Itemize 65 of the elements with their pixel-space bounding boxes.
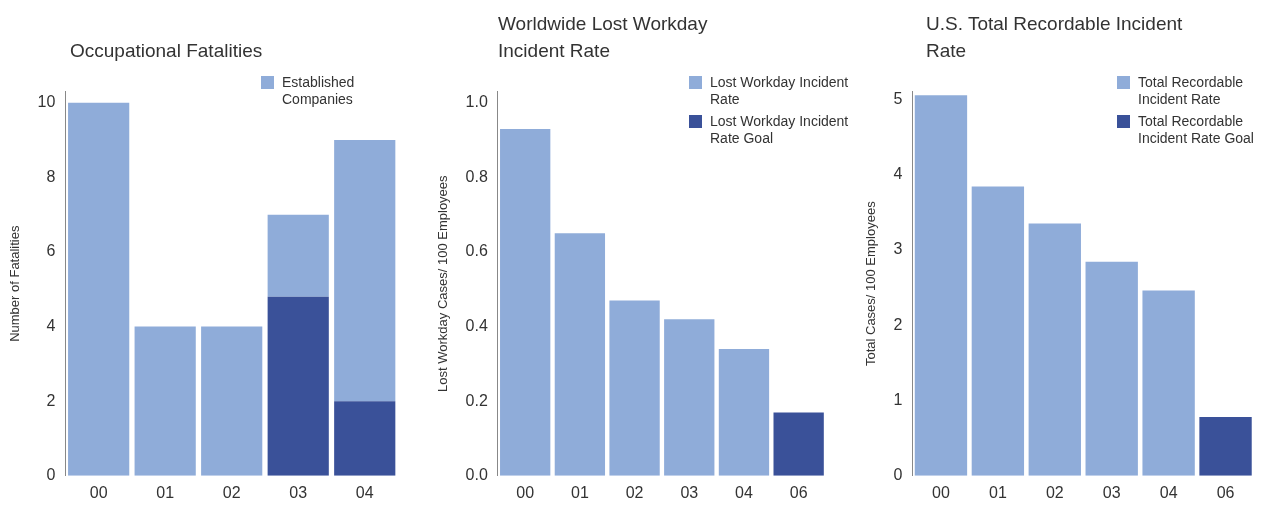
y-tick-label: 4 <box>46 317 56 334</box>
y-tick-label: 0 <box>46 466 56 484</box>
x-tick-label: 01 <box>156 483 175 501</box>
x-tick-label: 04 <box>735 483 753 501</box>
bar <box>718 348 770 476</box>
x-tick-label: 04 <box>355 483 374 501</box>
x-tick-label: 06 <box>789 483 808 501</box>
bar <box>68 102 130 476</box>
y-tick-label: 5 <box>893 89 903 107</box>
y-tick-label: 10 <box>37 93 56 111</box>
legend-label: Lost Workday Incident Rate <box>710 74 850 108</box>
bar <box>134 326 196 476</box>
y-tick-label: 6 <box>46 242 56 260</box>
bar <box>554 233 606 476</box>
y-tick-label: 0 <box>893 466 903 484</box>
bar <box>609 300 660 476</box>
bar <box>267 214 329 297</box>
bar <box>201 326 263 476</box>
bar <box>1028 223 1081 476</box>
y-tick-label: 2 <box>893 315 903 333</box>
legend-label: Lost Workday Incident Rate Goal <box>710 113 850 147</box>
y-tick-label: 3 <box>893 240 903 258</box>
chart-title: Worldwide Lost Workday Incident Rate <box>497 12 709 63</box>
bar <box>664 319 715 476</box>
bar <box>914 95 968 476</box>
legend-label: Total Recordable Incident Rate Goal <box>1138 113 1255 147</box>
x-tick-label: 00 <box>89 483 108 501</box>
y-tick-label: 8 <box>46 167 56 185</box>
y-axis-title: Total Cases/ 100 Employees <box>863 200 879 367</box>
y-tick-label: 0.6 <box>465 242 488 260</box>
x-tick-label: 00 <box>516 483 535 501</box>
x-tick-label: 02 <box>625 483 644 501</box>
x-tick-label: 01 <box>570 483 589 501</box>
y-tick-label: 0.4 <box>465 317 488 334</box>
x-tick-label: 01 <box>988 483 1007 501</box>
x-tick-label: 04 <box>1159 483 1178 501</box>
legend-label: Established Companies <box>282 74 356 108</box>
x-tick-label: 03 <box>680 483 699 501</box>
y-tick-label: 1.0 <box>465 93 488 111</box>
bar <box>267 296 329 476</box>
y-tick-label: 0.2 <box>465 391 488 409</box>
x-tick-label: 03 <box>289 483 308 501</box>
x-tick-label: 02 <box>222 483 241 501</box>
y-tick-label: 0.8 <box>465 167 488 185</box>
chart-title: U.S. Total Recordable Incident Rate <box>925 12 1184 63</box>
bar <box>1142 290 1195 476</box>
bar <box>971 186 1025 476</box>
y-tick-label: 0.0 <box>465 466 488 484</box>
bar <box>773 412 824 476</box>
bar <box>334 140 396 402</box>
y-tick-label: 1 <box>893 390 903 408</box>
x-tick-label: 02 <box>1045 483 1064 501</box>
y-tick-label: 4 <box>893 164 903 182</box>
bar <box>500 128 551 476</box>
bar <box>334 401 396 476</box>
y-tick-label: 2 <box>46 391 56 409</box>
x-tick-label: 00 <box>932 483 950 501</box>
chart-title: Occupational Fatalities <box>69 39 264 63</box>
legend-label: Total Recordable Incident Rate <box>1138 74 1245 108</box>
bar <box>1199 417 1252 476</box>
y-axis-title: Number of Fatalities <box>7 225 23 342</box>
y-axis-title: Lost Workday Cases/ 100 Employees <box>435 174 451 392</box>
x-tick-label: 06 <box>1216 483 1235 501</box>
x-tick-label: 03 <box>1102 483 1121 501</box>
bar <box>1085 261 1138 476</box>
